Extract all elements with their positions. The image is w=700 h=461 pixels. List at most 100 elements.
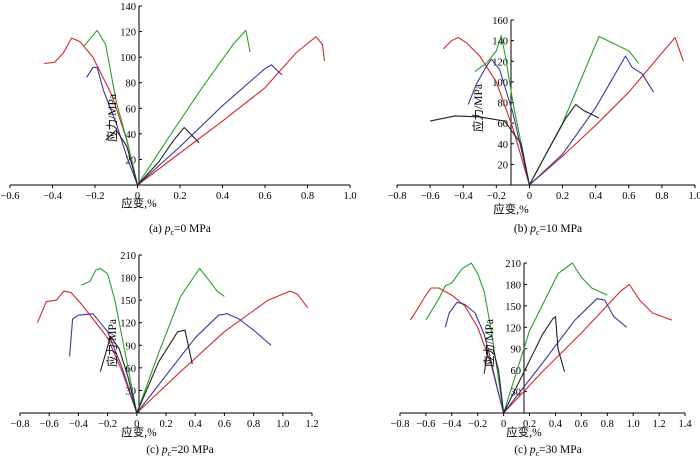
x-tick-label: 0 xyxy=(501,419,506,430)
x-tick-label: −0.6 xyxy=(421,191,440,202)
series-line-4 xyxy=(99,329,193,414)
y-tick-label: 210 xyxy=(120,251,136,262)
y-axis-label: 应力/MPa xyxy=(471,84,485,132)
x-tick-label: 1.4 xyxy=(678,419,692,430)
y-tick-label: 160 xyxy=(492,16,508,27)
x-tick-label: −0.8 xyxy=(387,191,406,202)
y-tick-label: 40 xyxy=(126,130,137,141)
y-tick-label: 140 xyxy=(492,37,508,48)
series-line-1 xyxy=(409,283,673,414)
y-tick-label: 90 xyxy=(511,345,522,356)
x-tick-label: 0 xyxy=(134,419,139,430)
y-tick-label: 140 xyxy=(120,2,136,13)
series-line-1 xyxy=(43,36,326,186)
x-tick-label: 0.2 xyxy=(523,419,536,430)
series-line-4 xyxy=(483,316,566,414)
y-tick-label: 90 xyxy=(126,341,137,352)
x-tick-label: 0.2 xyxy=(159,419,172,430)
y-tick-label: 60 xyxy=(126,104,137,115)
panel-caption: (b) pc=10 MPa xyxy=(514,223,582,237)
x-tick-label: 0.8 xyxy=(601,419,614,430)
x-tick-label: 0.6 xyxy=(622,191,635,202)
x-tick-label: 1.2 xyxy=(305,419,318,430)
panel-caption: (c) pc=20 MPa xyxy=(146,444,214,458)
x-tick-label: 0.4 xyxy=(216,191,230,202)
panel-d: −0.8 −0.6 −0.4 −0.2 0 0.2 0.4 0.6 0.8 1.0 1.2 1.4 30… xyxy=(390,259,692,458)
x-tick-label: −0.4 xyxy=(69,419,89,430)
series-line-4 xyxy=(429,104,600,186)
x-tick-label: −0.2 xyxy=(468,419,487,430)
y-tick-label: 100 xyxy=(120,53,136,64)
x-tick-label: −0.2 xyxy=(85,191,104,202)
x-tick-label: 1.0 xyxy=(627,419,640,430)
series-line-4 xyxy=(105,126,200,186)
panel-a: −0.6 −0.4 −0.2 0 0.2 0.4 0.6 0.8 1.0204060801001… xyxy=(0,2,356,237)
x-tick-label: −0.6 xyxy=(416,419,435,430)
x-tick-label: 1.0 xyxy=(343,191,356,202)
y-tick-label: 150 xyxy=(505,302,521,313)
y-tick-label: 60 xyxy=(126,364,137,375)
y-tick-label: 60 xyxy=(511,366,522,377)
y-tick-label: 30 xyxy=(511,388,522,399)
y-tick-label: 80 xyxy=(126,79,137,90)
series-line-3 xyxy=(69,313,272,414)
x-axis-label: 应变,% xyxy=(506,425,542,439)
y-tick-label: 20 xyxy=(498,160,509,171)
x-tick-label: −0.8 xyxy=(390,419,409,430)
y-axis-label: 应力/MPa xyxy=(105,94,119,142)
x-tick-label: 0.6 xyxy=(258,191,271,202)
x-tick-label: 0.4 xyxy=(589,191,603,202)
x-tick-label: 0.8 xyxy=(655,191,668,202)
y-tick-label: 30 xyxy=(126,386,137,397)
y-tick-label: 120 xyxy=(120,28,136,39)
panel-caption: (a) pc=0 MPa xyxy=(149,223,211,237)
x-tick-label: 0.4 xyxy=(549,419,563,430)
x-tick-label: −0.4 xyxy=(442,419,462,430)
y-tick-label: 120 xyxy=(492,57,508,68)
x-tick-label: −0.8 xyxy=(10,419,29,430)
y-tick-label: 150 xyxy=(120,296,136,307)
x-tick-label: 1.0 xyxy=(276,419,289,430)
panel-b: −0.8 −0.6 −0.4 −0.2 0 0.2 0.4 0.6 0.8 1.0 20 40 60 80… xyxy=(387,16,700,237)
y-axis-label: 应力/MPa xyxy=(482,319,496,367)
x-tick-label: −0.6 xyxy=(0,191,19,202)
series-line-2 xyxy=(81,267,225,414)
x-tick-label: 0.2 xyxy=(556,191,569,202)
x-tick-label: −0.4 xyxy=(454,191,474,202)
x-tick-label: 0.4 xyxy=(189,419,203,430)
y-tick-label: 180 xyxy=(120,274,136,285)
x-tick-label: 1.0 xyxy=(688,191,700,202)
y-tick-label: 120 xyxy=(120,319,136,330)
x-tick-label: 0.8 xyxy=(301,191,314,202)
y-tick-label: 60 xyxy=(498,119,509,130)
y-tick-label: 40 xyxy=(498,140,509,151)
x-tick-label: −0.6 xyxy=(40,419,59,430)
panel-caption: (c) pc=30 MPa xyxy=(514,444,582,458)
x-tick-label: −0.2 xyxy=(487,191,506,202)
x-axis-label: 应变,% xyxy=(121,196,157,210)
x-tick-label: −0.2 xyxy=(98,419,117,430)
y-tick-label: 100 xyxy=(492,78,508,89)
series-line-3 xyxy=(444,298,628,414)
y-tick-label: 180 xyxy=(505,280,521,291)
y-axis-label: 应力/MPa xyxy=(105,319,119,367)
x-axis-label: 应变,% xyxy=(493,202,529,216)
y-tick-label: 80 xyxy=(498,99,509,110)
y-tick-label: 120 xyxy=(505,323,521,334)
x-tick-label: 1.2 xyxy=(653,419,666,430)
x-tick-label: 0.2 xyxy=(173,191,186,202)
series-line-1 xyxy=(36,290,309,414)
series-line-3 xyxy=(86,64,283,186)
x-tick-label: 0.6 xyxy=(218,419,231,430)
x-tick-label: 0.6 xyxy=(575,419,588,430)
x-tick-label: −0.4 xyxy=(43,191,63,202)
x-axis-label: 应变,% xyxy=(121,425,157,439)
y-tick-label: 210 xyxy=(505,259,521,270)
series-line-2 xyxy=(425,262,608,414)
series-line-3 xyxy=(467,55,655,186)
series-line-1 xyxy=(443,36,684,186)
x-tick-label: 0 xyxy=(135,191,140,202)
x-tick-label: 0 xyxy=(527,191,532,202)
panel-c: −0.8 −0.6 −0.4 −0.2 0 0.2 0.4 0.6 0.8 1.0 1.2 30 60 9… xyxy=(10,251,318,458)
